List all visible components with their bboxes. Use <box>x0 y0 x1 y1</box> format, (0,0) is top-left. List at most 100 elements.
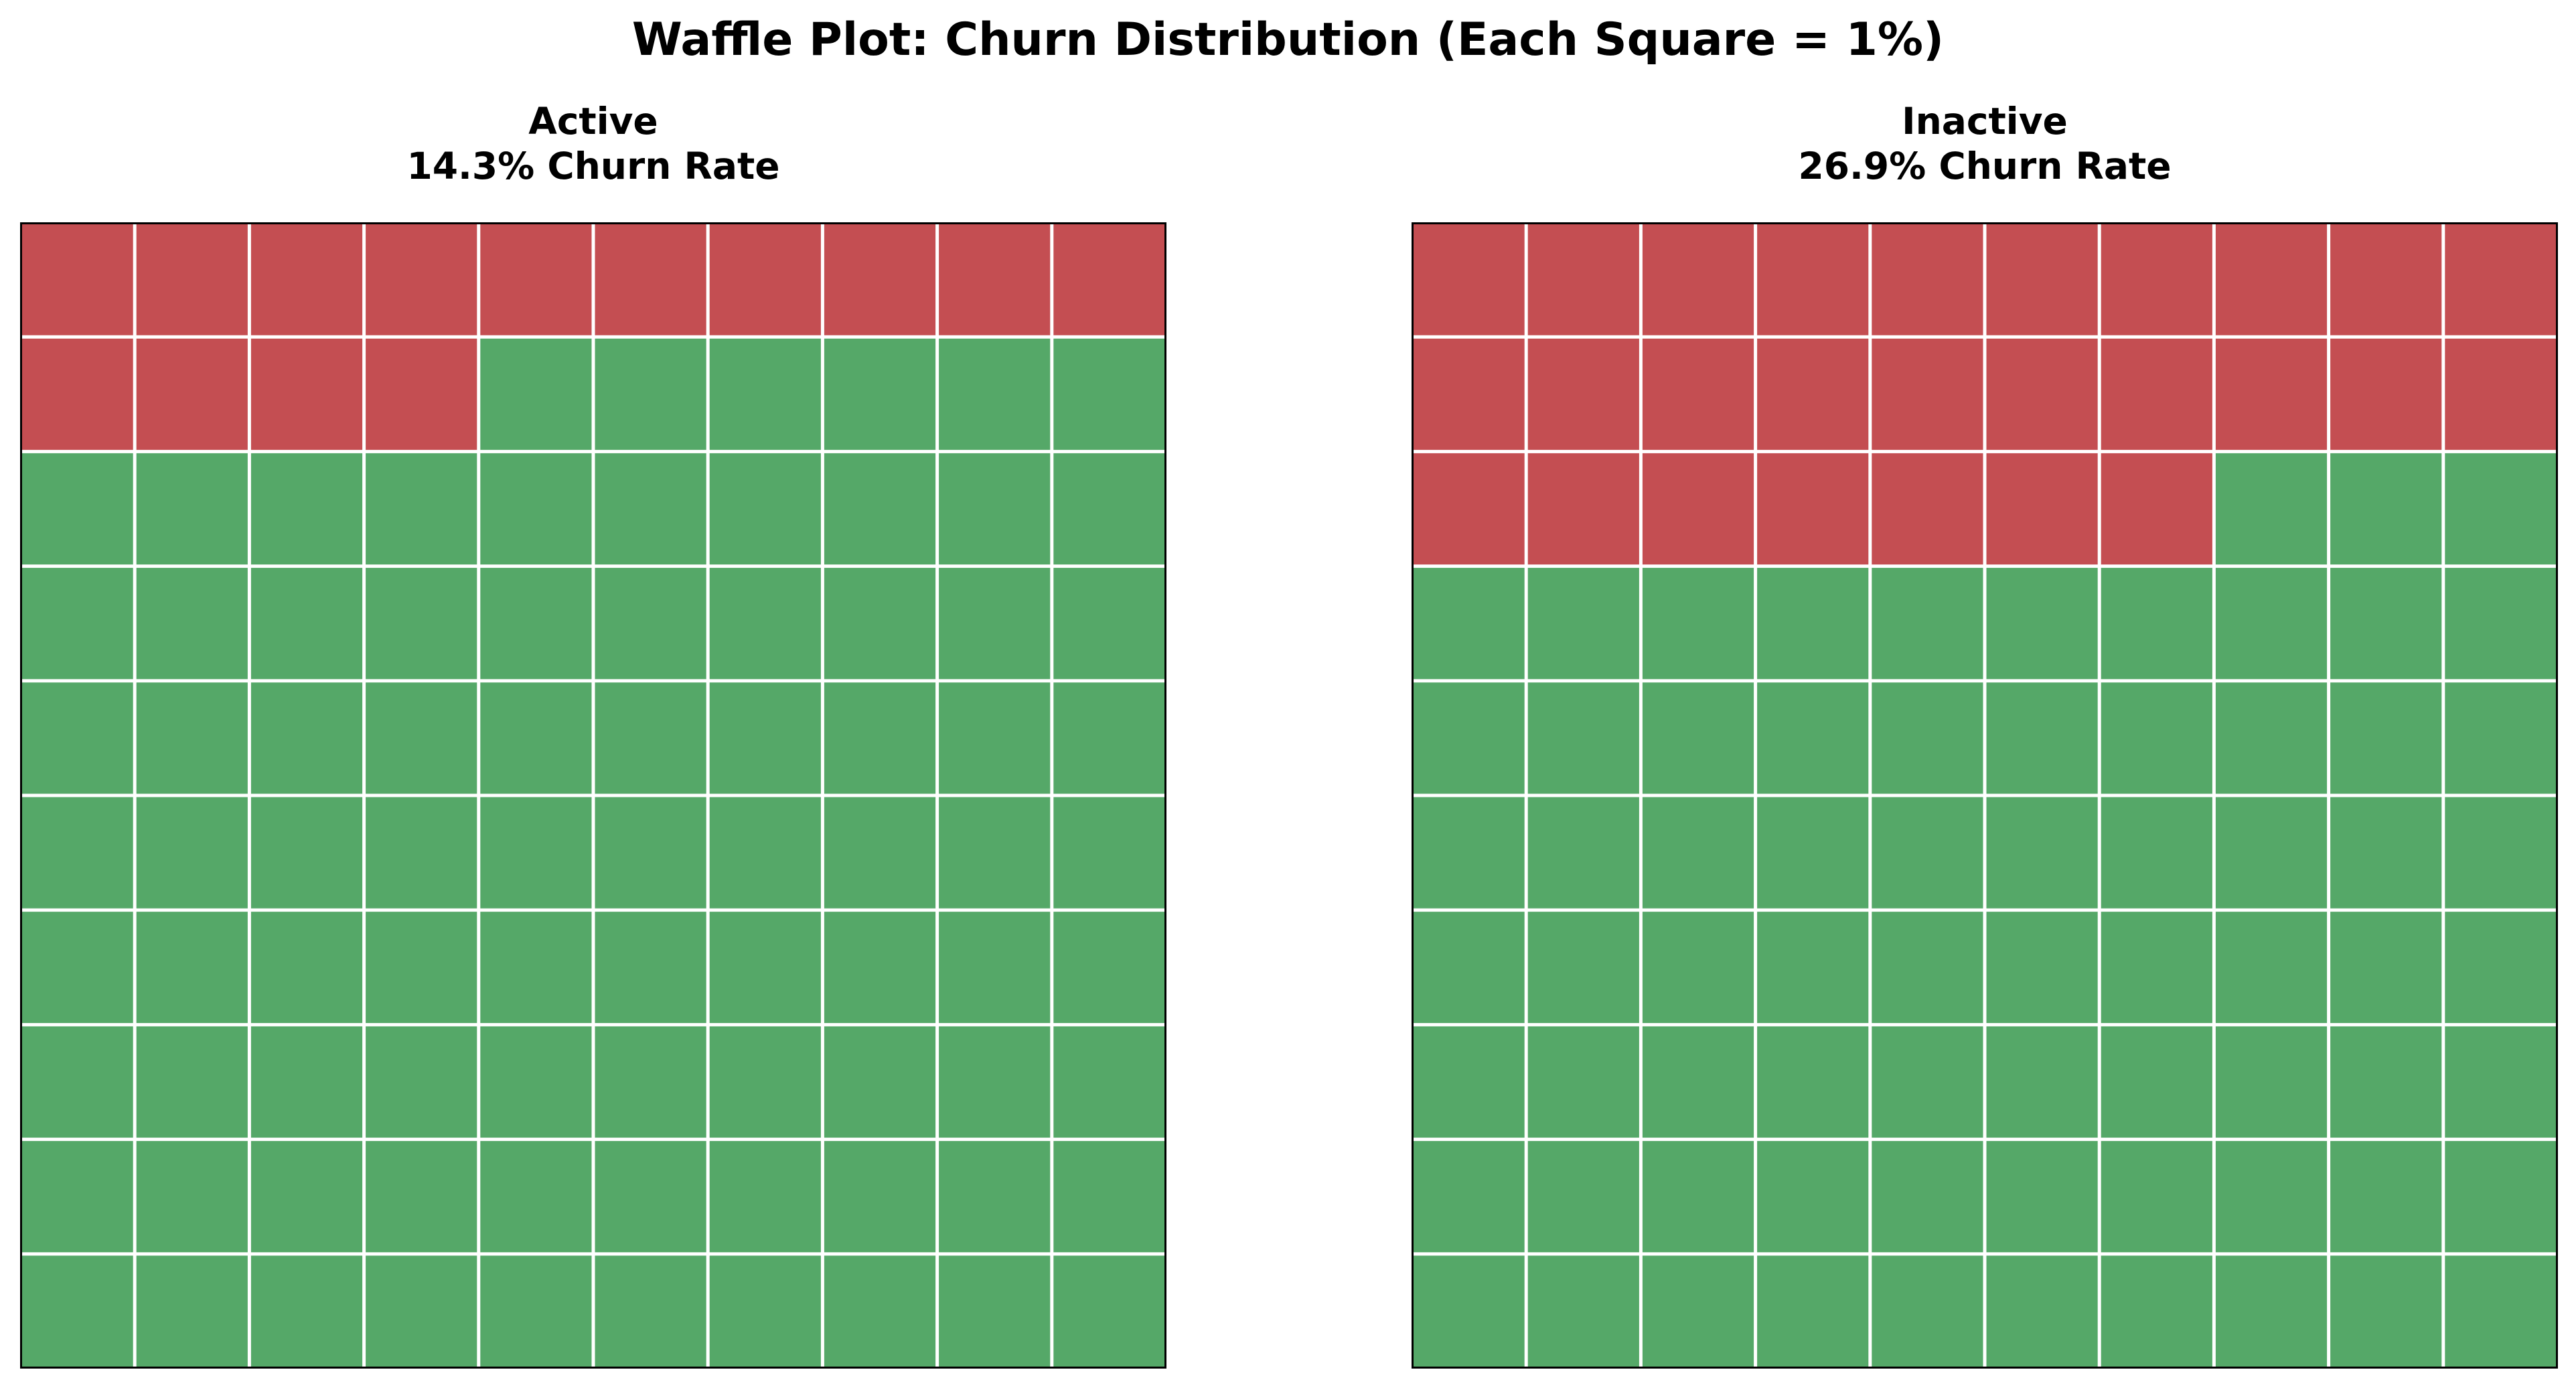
churned-square <box>1642 338 1754 450</box>
retained-square <box>939 911 1051 1023</box>
panel-churn-rate-label: 14.3% Churn Rate <box>406 145 780 187</box>
retained-square <box>1413 1141 1525 1253</box>
churned-square <box>1413 338 1525 450</box>
churned-square <box>1413 453 1525 565</box>
churned-square <box>366 224 477 335</box>
retained-square <box>366 453 477 565</box>
retained-square <box>480 1141 592 1253</box>
retained-square <box>21 1141 133 1253</box>
retained-square <box>824 911 936 1023</box>
churned-square <box>1757 224 1869 335</box>
retained-square <box>366 797 477 909</box>
retained-square <box>824 1141 936 1253</box>
churned-square <box>1986 224 2098 335</box>
retained-square <box>2330 797 2442 909</box>
retained-square <box>824 682 936 794</box>
retained-square <box>2330 453 2442 565</box>
churned-square <box>2445 224 2557 335</box>
retained-square <box>939 682 1051 794</box>
retained-square <box>2215 568 2328 680</box>
retained-square <box>1757 568 1869 680</box>
churned-square <box>1757 338 1869 450</box>
retained-square <box>2445 453 2557 565</box>
retained-square <box>2445 797 2557 909</box>
churned-square <box>250 338 363 450</box>
churned-square <box>824 224 936 335</box>
retained-square <box>136 797 248 909</box>
churned-square <box>1986 453 2098 565</box>
retained-square <box>2445 1141 2557 1253</box>
retained-square <box>2445 682 2557 794</box>
retained-square <box>366 1141 477 1253</box>
retained-square <box>480 797 592 909</box>
retained-square <box>480 682 592 794</box>
retained-square <box>250 568 363 680</box>
retained-square <box>1642 1141 1754 1253</box>
retained-square <box>1053 568 1165 680</box>
retained-square <box>2101 568 2212 680</box>
retained-square <box>1986 911 2098 1023</box>
retained-square <box>1642 1026 1754 1138</box>
retained-square <box>1872 797 1983 909</box>
retained-square <box>824 797 936 909</box>
churned-square <box>250 224 363 335</box>
churned-square <box>2215 338 2328 450</box>
retained-square <box>1527 568 1639 680</box>
retained-square <box>21 453 133 565</box>
retained-square <box>1527 1141 1639 1253</box>
retained-square <box>1053 797 1165 909</box>
retained-square <box>2101 1026 2212 1138</box>
retained-square <box>1872 1026 1983 1138</box>
waffle-grid-inactive <box>1412 222 2558 1369</box>
churned-square <box>1872 338 1983 450</box>
retained-square <box>1642 797 1754 909</box>
retained-square <box>595 1026 706 1138</box>
retained-square <box>2330 1255 2442 1367</box>
retained-square <box>709 1255 821 1367</box>
retained-square <box>595 911 706 1023</box>
churned-square <box>2215 224 2328 335</box>
waffle-grid-active <box>20 222 1166 1369</box>
churned-square <box>1986 338 2098 450</box>
churned-square <box>2445 338 2557 450</box>
retained-square <box>595 1141 706 1253</box>
retained-square <box>2330 911 2442 1023</box>
retained-square <box>1053 1255 1165 1367</box>
retained-square <box>1413 1026 1525 1138</box>
churned-square <box>1642 224 1754 335</box>
retained-square <box>595 568 706 680</box>
retained-square <box>250 1255 363 1367</box>
churned-square <box>21 338 133 450</box>
panel-category-label: Inactive <box>1902 100 2068 143</box>
retained-square <box>2101 1255 2212 1367</box>
retained-square <box>21 682 133 794</box>
retained-square <box>709 453 821 565</box>
axes-frame <box>20 222 1166 1369</box>
retained-square <box>1527 797 1639 909</box>
retained-square <box>2445 911 2557 1023</box>
retained-square <box>250 1026 363 1138</box>
churned-square <box>2330 338 2442 450</box>
retained-square <box>709 797 821 909</box>
retained-square <box>709 1141 821 1253</box>
retained-square <box>939 1255 1051 1367</box>
retained-square <box>2330 682 2442 794</box>
churned-square <box>2330 224 2442 335</box>
churned-square <box>21 224 133 335</box>
retained-square <box>1757 1026 1869 1138</box>
churned-square <box>366 338 477 450</box>
retained-square <box>709 1026 821 1138</box>
retained-square <box>595 797 706 909</box>
retained-square <box>1413 1255 1525 1367</box>
churned-square <box>1757 453 1869 565</box>
retained-square <box>2330 568 2442 680</box>
retained-square <box>1053 682 1165 794</box>
retained-square <box>21 797 133 909</box>
panel-category-label: Active <box>528 100 658 143</box>
retained-square <box>136 1141 248 1253</box>
retained-square <box>709 911 821 1023</box>
retained-square <box>824 568 936 680</box>
retained-square <box>1642 1255 1754 1367</box>
chart-title: Waffle Plot: Churn Distribution (Each Sq… <box>631 13 1945 66</box>
